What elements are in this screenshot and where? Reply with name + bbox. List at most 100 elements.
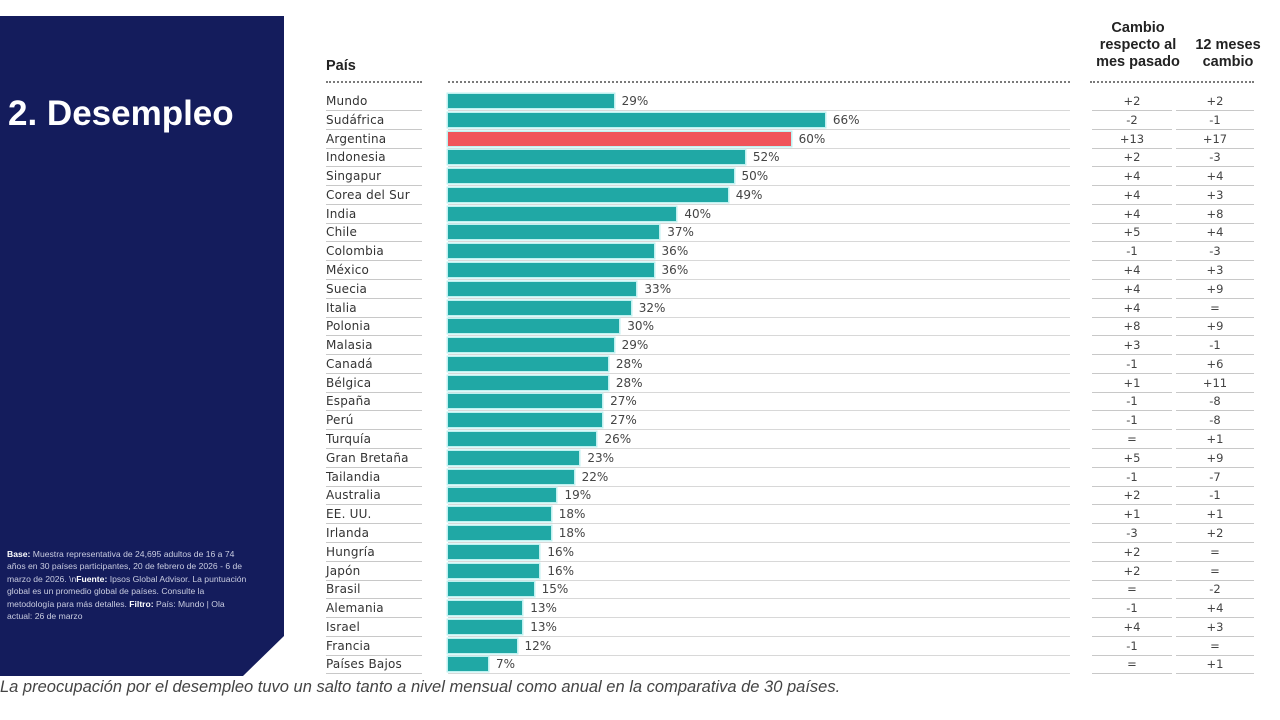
base-text: Muestra representativa de 24,695 adultos… [7, 549, 243, 584]
row-divider [448, 372, 1070, 374]
bar [448, 338, 614, 353]
bar [448, 300, 631, 315]
bar [448, 544, 540, 559]
bar-value-label: 13% [530, 619, 557, 634]
bar [448, 319, 620, 334]
bar [448, 375, 608, 390]
bar-value-label: 33% [644, 281, 672, 296]
table-row: Bélgica 28% +1 +11 [0, 374, 1280, 393]
row-divider [448, 185, 1070, 187]
bar-value-label: 37% [667, 225, 694, 240]
table-row: EE. UU. 18% +1 +1 [0, 505, 1280, 525]
year-change-cell: +17 [1176, 131, 1254, 149]
month-change-cell: -1 [1092, 356, 1172, 374]
table-row: Polonia 30% +8 +9 [0, 317, 1280, 337]
filter-text: País: Mundo | Ola actual: 26 de marzo [7, 598, 225, 622]
bar-value-label: 16% [547, 544, 575, 559]
year-change-cell: -1 [1176, 112, 1254, 130]
row-divider [448, 541, 1070, 543]
year-change-cell: +9 [1176, 318, 1254, 337]
row-divider [448, 203, 1070, 205]
table-row: Tailandia 22% -1 -7 [0, 468, 1280, 487]
bar [448, 601, 523, 616]
methodology-note: Base: Muestra representativa de 24,695 a… [7, 548, 247, 622]
filter-label: Filtro: [129, 598, 154, 609]
chart-header-divider [448, 81, 1070, 83]
country-label: Canadá [326, 356, 422, 374]
country-label: Sudáfrica [326, 112, 422, 130]
table-header-divider [1090, 81, 1254, 83]
row-divider [448, 485, 1070, 487]
row-divider [448, 110, 1070, 111]
bar [448, 94, 614, 108]
month-change-cell: +4 [1092, 187, 1172, 205]
table-row: Alemania 13% -1 +4 [0, 599, 1280, 619]
bar [448, 225, 660, 240]
bar-value-label: 16% [547, 563, 575, 578]
table-row: Irlanda 18% -3 +2 [0, 524, 1280, 543]
country-label: Colombia [326, 243, 422, 262]
month-change-cell: -1 [1092, 412, 1172, 431]
month-change-cell: -1 [1092, 638, 1172, 656]
month-change-cell: +2 [1092, 563, 1172, 581]
bar-value-label: 7% [495, 657, 516, 672]
country-column-header: País [326, 58, 356, 74]
month-change-cell: -1 [1092, 600, 1172, 619]
country-label: India [326, 206, 422, 224]
country-label: Países Bajos [326, 656, 422, 675]
country-label: Brasil [326, 581, 422, 600]
row-divider [448, 297, 1070, 299]
month-change-cell: +2 [1092, 149, 1172, 168]
year-change-cell: = [1176, 563, 1254, 581]
month-change-cell: +2 [1092, 544, 1172, 562]
bar-value-label: 27% [610, 394, 637, 409]
bar-value-label: 36% [661, 263, 689, 278]
bar-value-label: 66% [832, 112, 860, 127]
month-change-cell: +13 [1092, 131, 1172, 149]
row-divider [448, 166, 1070, 168]
row-divider [448, 448, 1070, 450]
country-label: Mundo [326, 93, 422, 111]
bar-value-label: 28% [615, 356, 643, 371]
year-change-cell: +2 [1176, 93, 1254, 111]
country-label: Malasia [326, 337, 422, 356]
month-change-cell: +4 [1092, 300, 1172, 318]
bar [448, 525, 551, 540]
year-change-cell: = [1176, 544, 1254, 562]
bar [448, 432, 597, 447]
year-change-cell: -2 [1176, 581, 1254, 600]
table-row: Australia 19% +2 -1 [0, 486, 1280, 506]
country-label: Alemania [326, 600, 422, 619]
month-change-cell: = [1092, 431, 1172, 450]
bar [448, 244, 654, 259]
bar [448, 450, 580, 465]
row-divider [448, 617, 1070, 619]
table-row: Argentina 60% +13 +17 [0, 130, 1280, 149]
row-divider [448, 523, 1070, 525]
row-divider [448, 128, 1070, 130]
year-change-cell: -7 [1176, 469, 1254, 487]
row-divider [448, 429, 1070, 431]
month-change-cell: +4 [1092, 281, 1172, 299]
bar [448, 169, 734, 184]
bar-value-label: 13% [530, 601, 557, 616]
row-divider [448, 335, 1070, 337]
row-divider [448, 260, 1070, 262]
bar [448, 619, 523, 634]
month-change-cell: +5 [1092, 450, 1172, 468]
year-change-cell: +3 [1176, 187, 1254, 205]
table-row: Suecia 33% +4 +9 [0, 280, 1280, 299]
row-divider [448, 410, 1070, 412]
bar-value-label: 18% [558, 525, 586, 540]
bar [448, 263, 654, 278]
bar-value-label: 28% [615, 375, 643, 390]
year-change-column-header: 12 meses cambio [1195, 37, 1261, 70]
table-row: Italia 32% +4 = [0, 299, 1280, 318]
country-header-divider [326, 81, 422, 83]
year-change-cell: +1 [1176, 656, 1254, 675]
table-row: México 36% +4 +3 [0, 261, 1280, 281]
panel-title: 2. Desempleo [8, 94, 234, 133]
bar [448, 356, 608, 371]
country-label: Gran Bretaña [326, 450, 422, 468]
bar-value-label: 29% [621, 338, 649, 353]
